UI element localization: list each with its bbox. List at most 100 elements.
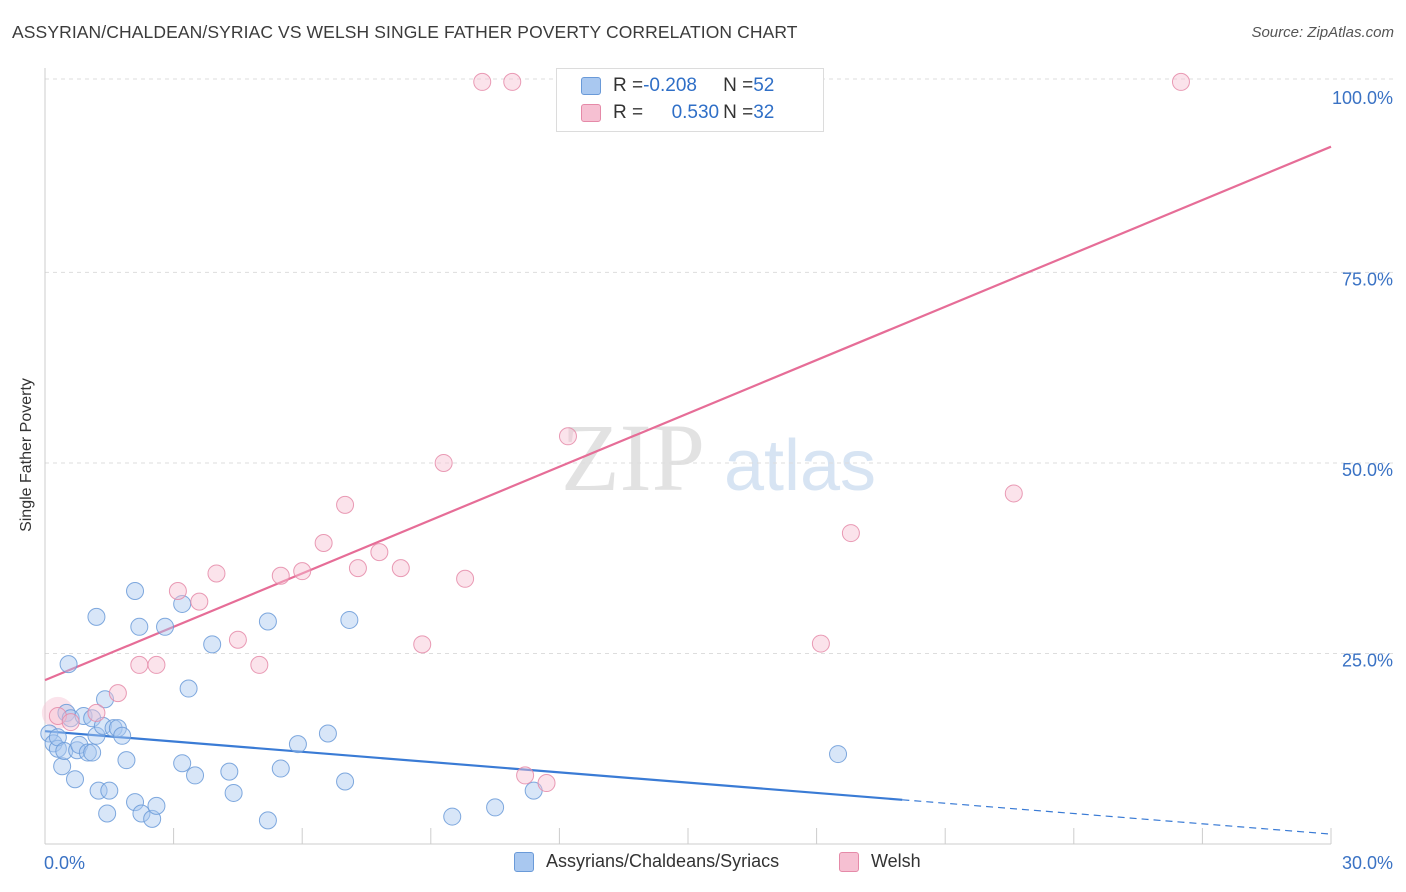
legend-swatch-pink	[581, 104, 601, 122]
data-point-assyrians-15	[87, 607, 106, 626]
y-tick-label-100: 100.0%	[1332, 88, 1393, 108]
watermark-atlas: atlas	[724, 426, 876, 506]
legend-r-value: -0.208	[643, 75, 697, 96]
data-point-assyrians-43	[288, 735, 307, 754]
data-point-assyrians-47	[443, 807, 462, 826]
data-point-assyrians-41	[258, 612, 277, 631]
data-point-assyrians-48	[486, 798, 505, 817]
data-point-assyrians-37	[203, 635, 222, 654]
data-point-assyrians-26	[126, 581, 145, 600]
data-point-welsh-9	[228, 630, 247, 649]
y-tick-label-25: 25.0%	[1342, 650, 1393, 670]
data-point-assyrians-29	[132, 804, 151, 823]
y-axis-label: Single Father Poverty	[18, 378, 35, 532]
data-point-assyrians-51	[83, 743, 102, 762]
data-point-welsh-5	[147, 655, 166, 674]
data-point-welsh-16	[370, 543, 389, 562]
legend-r-label: R =	[613, 102, 644, 123]
legend-r-value: 0.530	[671, 102, 720, 123]
data-point-welsh-23	[516, 766, 535, 785]
data-point-assyrians-31	[147, 796, 166, 815]
data-point-assyrians-21	[100, 781, 119, 800]
data-point-assyrians-25	[117, 751, 136, 770]
watermark-zip: ZIP	[561, 404, 705, 511]
grid-lines	[45, 78, 1394, 654]
data-point-welsh-6	[168, 581, 187, 600]
data-point-assyrians-24	[113, 726, 132, 745]
data-point-welsh-15	[348, 559, 367, 578]
data-point-assyrians-27	[126, 793, 145, 812]
legend-swatch-pink	[839, 851, 859, 872]
x-tick-label-0: 0.0%	[44, 853, 85, 873]
data-point-assyrians-17	[89, 781, 108, 800]
y-tick-label-50: 50.0%	[1342, 460, 1393, 480]
legend-item-welsh[interactable]: Welsh	[839, 851, 921, 872]
tick-labels: 25.0% 50.0% 75.0% 100.0% 0.0% 30.0%	[44, 88, 1393, 873]
x-tick-label-30: 30.0%	[1342, 853, 1393, 873]
data-point-welsh-19	[434, 453, 453, 472]
legend-n-label: N =	[723, 75, 754, 96]
source-label: Source: ZipAtlas.com	[1251, 24, 1394, 41]
data-point-assyrians-16	[87, 726, 106, 745]
axes	[44, 68, 1332, 845]
data-point-assyrians-50	[829, 745, 848, 764]
data-point-assyrians-46	[340, 610, 359, 629]
data-point-assyrians-0	[40, 724, 59, 743]
data-point-welsh-22	[503, 72, 522, 91]
data-point-assyrians-42	[271, 759, 290, 778]
data-point-assyrians-32	[156, 617, 175, 636]
legend-label: Assyrians/Chaldeans/Syriacs	[546, 851, 780, 871]
data-point-welsh-11	[271, 566, 290, 585]
data-point-assyrians-35	[179, 679, 198, 698]
trend-lines	[44, 145, 1332, 835]
data-point-assyrians-45	[336, 772, 355, 791]
data-point-welsh-25	[558, 427, 577, 446]
legend-row-assyrians: R = -0.208 N = 52	[581, 74, 774, 98]
watermark: ZIP atlas	[561, 404, 876, 511]
trend-line-welsh	[44, 145, 1332, 682]
data-point-welsh-13	[314, 533, 333, 552]
data-point-welsh-24	[537, 774, 556, 793]
data-point-assyrians-38	[220, 762, 239, 781]
data-point-welsh-20	[456, 569, 475, 588]
data-point-welsh-4	[130, 655, 149, 674]
data-point-welsh-18	[413, 635, 432, 654]
data-point-welsh-3	[108, 684, 127, 703]
legend-n-label: N =	[723, 102, 754, 123]
data-point-welsh-10	[250, 655, 269, 674]
data-point-welsh-14	[336, 495, 355, 514]
data-point-welsh-28	[811, 634, 830, 653]
data-point-assyrians-9	[66, 770, 85, 789]
data-point-assyrians-13	[78, 743, 97, 762]
data-point-assyrians-20	[98, 804, 117, 823]
data-point-assyrians-4	[53, 757, 72, 776]
data-point-assyrians-28	[130, 617, 149, 636]
legend-swatch-blue	[514, 851, 534, 872]
legend-r-label: R =	[613, 75, 644, 96]
data-point-assyrians-33	[173, 754, 192, 773]
data-point-welsh-30	[1004, 484, 1023, 503]
data-point-welsh-21	[473, 72, 492, 91]
legend-label: Welsh	[871, 851, 921, 871]
data-point-assyrians-7	[59, 655, 78, 674]
data-point-assyrians-39	[224, 783, 243, 802]
legend-row-welsh: R = 0.530 N = 32	[581, 101, 774, 125]
legend-swatch-blue	[581, 77, 601, 95]
legend-n-value: 52	[753, 75, 775, 96]
data-point-welsh-1	[61, 713, 80, 732]
y-tick-label-75: 75.0%	[1342, 269, 1393, 289]
data-point-welsh-17	[391, 559, 410, 578]
series-legend: Assyrians/Chaldeans/Syriacs Welsh	[0, 851, 1406, 877]
data-point-welsh-31	[1171, 72, 1190, 91]
data-point-assyrians-44	[318, 724, 337, 743]
data-point-assyrians-40	[258, 811, 277, 830]
data-point-welsh-29	[841, 524, 860, 543]
correlation-legend: R = -0.208 N = 52 R = 0.530 N = 32	[556, 68, 824, 132]
data-point-assyrians-36	[186, 766, 205, 785]
data-point-welsh-8	[207, 564, 226, 583]
legend-n-value: 32	[753, 102, 775, 123]
legend-item-assyrians[interactable]: Assyrians/Chaldeans/Syriacs	[514, 851, 779, 872]
data-point-welsh-7	[190, 592, 209, 611]
trend-line-extension	[902, 799, 1332, 835]
